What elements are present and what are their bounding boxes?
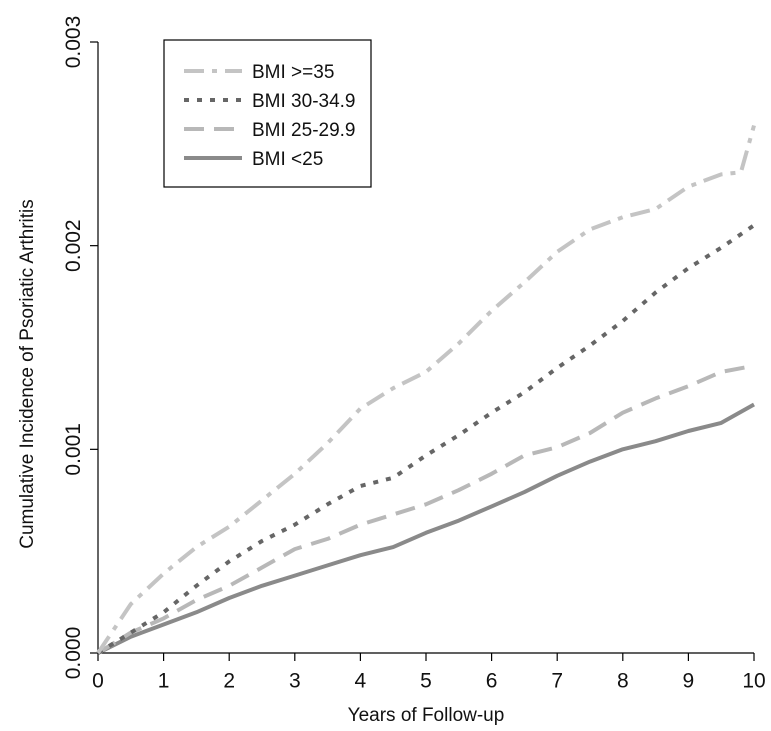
series-line-bmi-35: [96, 124, 756, 655]
series-layer: [96, 124, 756, 655]
y-axis-title: Cumulative Incidence of Psoriatic Arthri…: [17, 199, 38, 549]
x-tick-label: 10: [742, 669, 765, 692]
y-tick-label: 0.001: [62, 423, 85, 476]
x-tick-label: 6: [486, 669, 498, 692]
legend-label: BMI <25: [252, 149, 323, 170]
x-tick-label: 5: [420, 669, 432, 692]
legend-box: [163, 39, 372, 188]
x-tick-label: 4: [355, 669, 367, 692]
x-tick-label: 8: [617, 669, 629, 692]
x-tick-label: 7: [551, 669, 563, 692]
legend: BMI >=35 BMI 30-34.9 BMI 25-29.9 BMI <25: [163, 39, 372, 188]
legend-label: BMI 30-34.9: [252, 91, 356, 112]
legend-label: BMI 25-29.9: [252, 120, 356, 141]
series-line-bmi-25: [97, 402, 755, 655]
x-tick-label: 2: [223, 669, 235, 692]
x-tick-label: 9: [683, 669, 695, 692]
series-line-bmi-25-29-9: [96, 363, 755, 655]
y-tick-label: 0.002: [62, 219, 85, 272]
y-tick-label: 0.003: [62, 16, 85, 69]
x-tick-label: 1: [158, 669, 170, 692]
y-tick-label: 0.000: [62, 627, 85, 680]
x-axis-title: Years of Follow-up: [348, 705, 505, 726]
x-tick-label: 0: [92, 669, 104, 692]
x-tick-label: 3: [289, 669, 301, 692]
axes: 0 1 2 3 4 5 6 7 8 9 10 0.000 0.001 0.002 0.003: [62, 16, 766, 693]
legend-label: BMI >=35: [252, 62, 334, 83]
series-line-bmi-30-34-9: [96, 223, 756, 655]
